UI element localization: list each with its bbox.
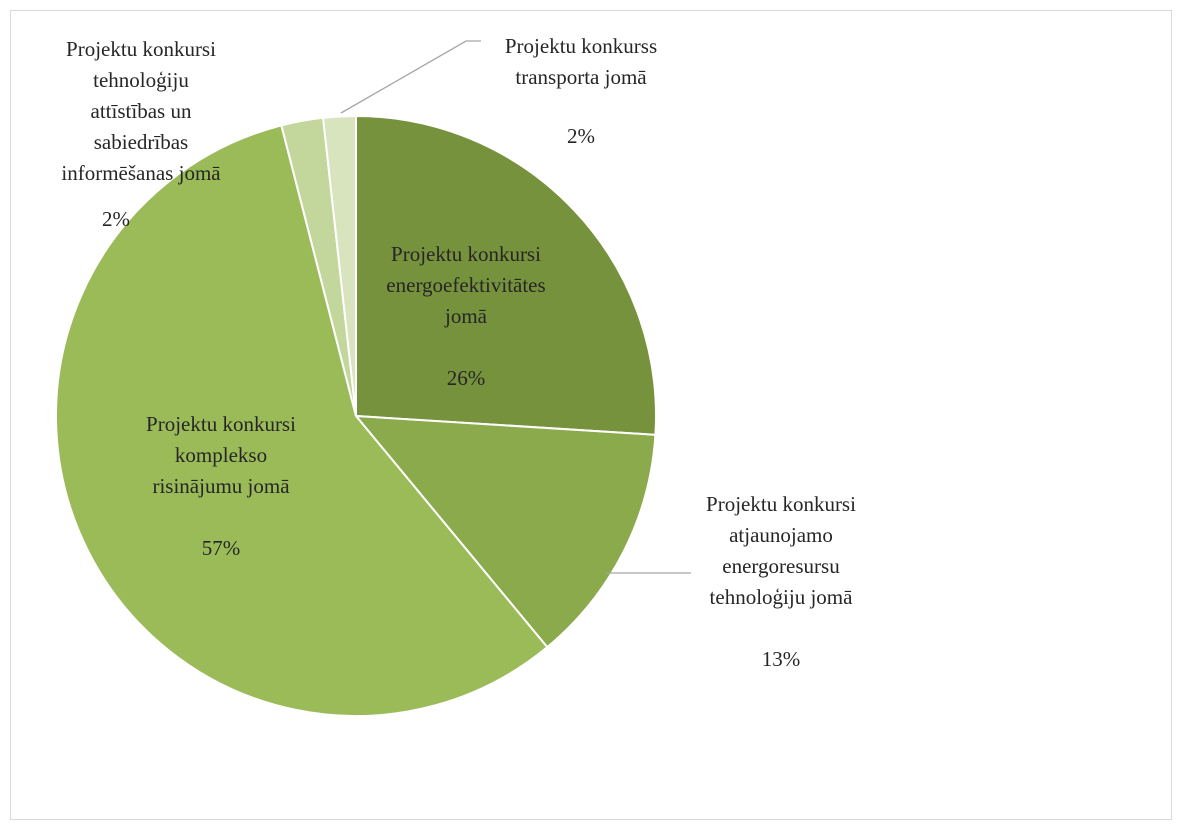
slice-label-line: komplekso: [175, 443, 267, 467]
slice-label-2: Projektu konkursi atjaunojamo energoresurs…: [706, 492, 856, 609]
slice-label-3: Projektu konkursi komplekso risinājumu jom…: [146, 412, 296, 498]
slice-label-line: attīstības un: [91, 99, 192, 123]
pie-slice-3: [55, 124, 549, 717]
slice-value-3: 57%: [202, 536, 241, 560]
slice-label-5: Projektu konkurss transporta jomā: [505, 34, 657, 89]
slice-label-line: informēšanas jomā: [61, 161, 221, 185]
slice-label-line: transporta jomā: [515, 65, 647, 89]
slice-value-1: 26%: [447, 366, 486, 390]
slice-label-line: Projektu konkursi: [66, 37, 216, 61]
slice-label-line: atjaunojamo: [729, 523, 833, 547]
slice-value-4: 2%: [102, 207, 130, 231]
pie-chart: Projektu konkursi energoefektivitātes jomā…: [55, 34, 856, 717]
slice-label-line: energoresursu: [722, 554, 840, 578]
slice-label-1: Projektu konkursi energoefektivitātes jomā: [386, 242, 545, 328]
pie-slice-2: [353, 414, 657, 649]
slice-label-line: tehnoloģiju jomā: [710, 585, 854, 609]
slice-label-line: Projektu konkursi: [146, 412, 296, 436]
leader-line-5: [340, 40, 481, 114]
slice-value-5: 2%: [567, 124, 595, 148]
slice-value-2: 13%: [762, 647, 801, 671]
chart-frame: Projektu konkursi energoefektivitātes jomā…: [10, 10, 1172, 820]
slice-label-line: Projektu konkursi: [391, 242, 541, 266]
slice-label-4: Projektu konkursi tehnoloģiju attīstības u…: [61, 37, 221, 185]
slice-label-line: energoefektivitātes: [386, 273, 545, 297]
slice-label-line: jomā: [444, 304, 488, 328]
slice-label-line: risinājumu jomā: [152, 474, 290, 498]
slice-label-line: tehnoloģiju: [93, 68, 189, 92]
slice-labels: Projektu konkursi energoefektivitātes jomā…: [61, 34, 856, 671]
slice-label-line: sabiedrības: [94, 130, 188, 154]
pie-slice-5: [321, 114, 357, 417]
pie-slices: [55, 114, 657, 717]
leader-lines: [340, 40, 691, 574]
slice-label-line: Projektu konkursi: [706, 492, 856, 516]
slice-label-line: Projektu konkurss: [505, 34, 657, 58]
pie-slice-1: [355, 114, 657, 436]
